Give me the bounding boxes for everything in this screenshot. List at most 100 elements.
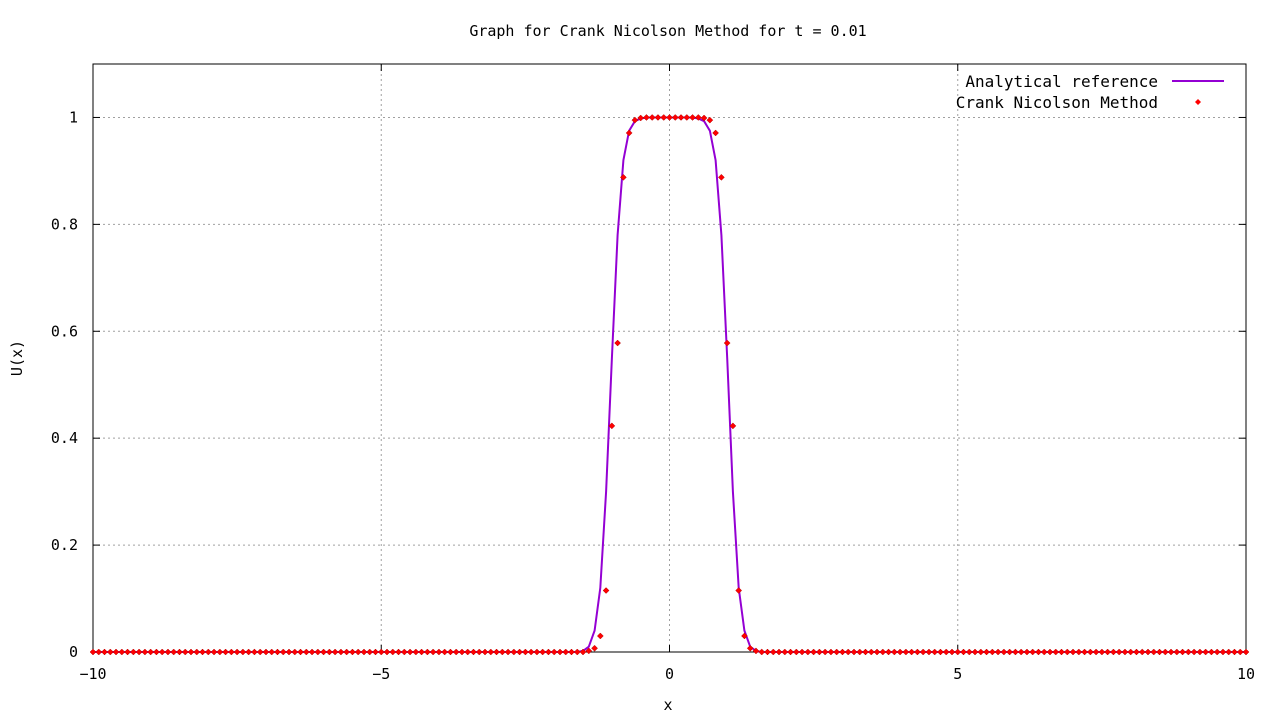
data-point <box>608 422 616 430</box>
data-point <box>1167 648 1175 656</box>
data-point <box>1063 648 1071 656</box>
y-tick-label: 0.2 <box>51 536 78 554</box>
data-point <box>839 648 846 656</box>
data-point <box>977 648 985 656</box>
data-point <box>135 648 143 656</box>
data-point <box>550 648 558 656</box>
data-point <box>562 648 570 656</box>
data-point <box>1219 648 1227 656</box>
y-tick-label: 0.8 <box>51 215 78 233</box>
data-point <box>291 648 299 656</box>
data-point <box>965 648 973 656</box>
data-point <box>141 648 149 656</box>
data-point <box>712 129 719 137</box>
data-point <box>233 648 241 656</box>
data-point <box>481 648 489 656</box>
data-point <box>1242 648 1250 656</box>
data-point <box>441 648 449 656</box>
data-point <box>383 648 391 656</box>
data-point <box>833 648 841 656</box>
data-point <box>1035 648 1042 656</box>
data-point <box>792 648 800 656</box>
data-point <box>112 648 120 656</box>
data-point <box>821 648 829 656</box>
data-point <box>256 648 264 656</box>
data-point <box>326 648 333 656</box>
data-point <box>631 116 639 124</box>
data-point <box>775 648 783 656</box>
data-point <box>239 648 247 656</box>
data-point <box>498 648 506 656</box>
data-point <box>602 587 610 594</box>
data-point <box>147 648 155 656</box>
data-point <box>1110 648 1117 656</box>
data-point <box>418 648 425 656</box>
x-tick-label: 5 <box>953 665 962 683</box>
data-point <box>106 648 114 656</box>
legend-label-crank-nicolson: Crank Nicolson Method <box>956 93 1158 112</box>
data-point <box>591 644 598 652</box>
data-point <box>625 129 633 137</box>
y-tick-label: 1 <box>69 108 78 126</box>
data-point <box>1156 648 1163 656</box>
data-point <box>1179 648 1186 656</box>
data-point <box>694 114 702 121</box>
data-point <box>1138 648 1146 656</box>
data-point <box>251 648 258 656</box>
data-point <box>885 648 892 656</box>
data-point <box>210 648 218 656</box>
data-point <box>1046 648 1054 656</box>
data-point <box>1104 648 1111 656</box>
data-point <box>124 648 131 656</box>
data-point <box>118 648 126 656</box>
x-axis-label: x <box>663 696 672 714</box>
data-point <box>452 648 460 656</box>
data-point <box>424 648 431 656</box>
data-point <box>781 648 789 656</box>
data-point <box>810 648 817 656</box>
data-point <box>579 648 587 656</box>
data-point <box>222 648 229 656</box>
data-point <box>1150 648 1158 656</box>
data-point <box>366 648 374 656</box>
data-point <box>954 648 962 656</box>
data-point <box>1173 648 1181 656</box>
data-point <box>527 648 535 656</box>
data-point <box>187 648 195 656</box>
data-point <box>746 644 754 652</box>
legend-label-analytical: Analytical reference <box>965 72 1158 91</box>
data-point <box>902 648 910 656</box>
data-point <box>648 114 656 121</box>
data-point <box>769 648 777 656</box>
data-point <box>890 648 898 656</box>
data-point <box>204 648 212 656</box>
data-point <box>429 648 437 656</box>
data-point <box>1225 648 1233 656</box>
data-point <box>983 648 990 656</box>
data-point <box>1029 648 1037 656</box>
data-point <box>176 648 183 656</box>
data-point <box>487 648 495 656</box>
data-point <box>360 648 368 656</box>
data-point <box>1196 648 1204 656</box>
data-point <box>758 648 766 656</box>
data-point <box>683 114 691 121</box>
data-point <box>395 648 402 656</box>
data-point <box>1231 648 1238 656</box>
data-point <box>406 648 414 656</box>
data-point <box>908 648 915 656</box>
data-point <box>666 114 673 121</box>
data-point <box>1098 648 1106 656</box>
data-point <box>320 648 327 656</box>
data-point <box>216 648 224 656</box>
data-point <box>787 648 794 656</box>
data-point <box>1081 648 1088 656</box>
data-point <box>354 648 362 656</box>
data-point <box>735 587 743 594</box>
x-tick-label: −5 <box>372 665 390 683</box>
data-point <box>723 339 731 347</box>
chart-title: Graph for Crank Nicolson Method for t = … <box>469 22 866 40</box>
data-point <box>89 648 97 656</box>
data-point <box>585 647 593 655</box>
